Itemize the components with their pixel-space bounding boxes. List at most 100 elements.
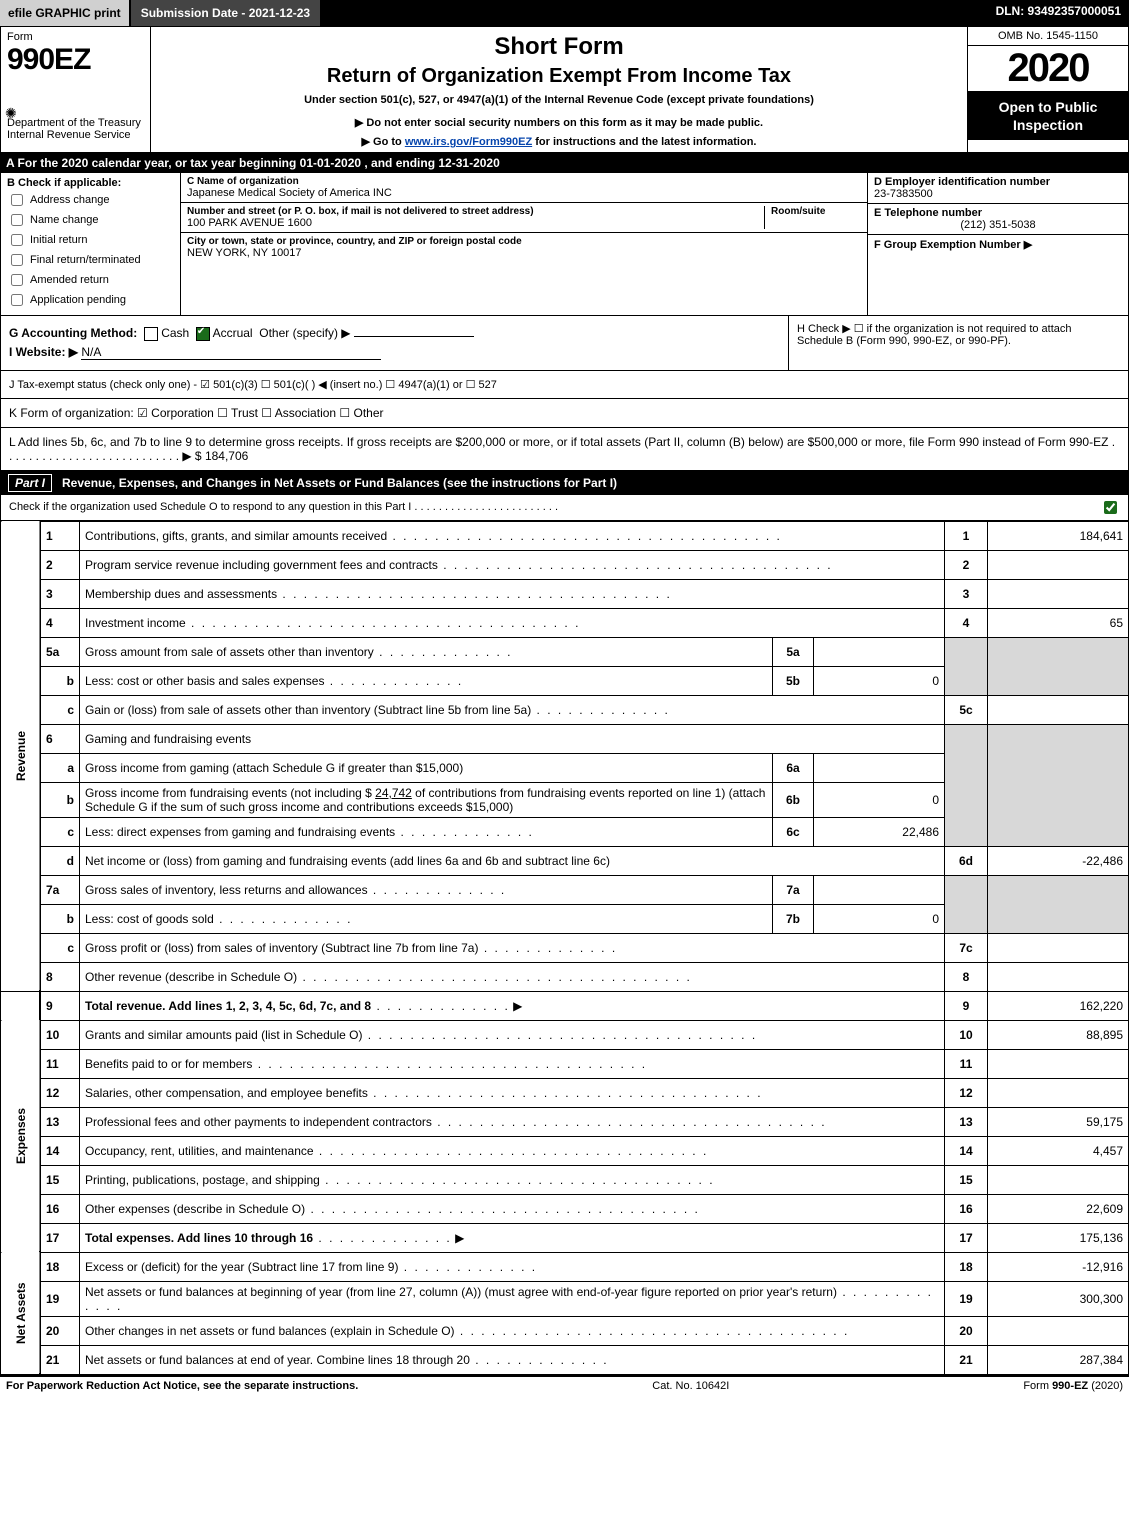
row6b-inval: 0 (814, 782, 945, 817)
footer-center: Cat. No. 10642I (652, 1380, 729, 1392)
chk-amended-return[interactable] (11, 274, 23, 286)
chk-name-change[interactable] (11, 214, 23, 226)
chk-schedule-o-used[interactable] (1104, 501, 1117, 514)
line-j: J Tax-exempt status (check only one) - ☑… (9, 378, 1120, 391)
row6d-val: -22,486 (988, 846, 1129, 875)
row13-val: 59,175 (988, 1107, 1129, 1136)
submission-date: Submission Date - 2021-12-23 (131, 0, 322, 26)
row15-rnum: 15 (945, 1165, 988, 1194)
irs-eagle-icon: ✺ (5, 105, 17, 122)
row13-rnum: 13 (945, 1107, 988, 1136)
chk-initial-return[interactable] (11, 234, 23, 246)
row16-num: 16 (40, 1194, 80, 1223)
part1-tag: Part I (8, 474, 52, 492)
chk-amended-return-label: Amended return (30, 274, 109, 286)
org-address: 100 PARK AVENUE 1600 (187, 217, 758, 229)
row14-desc: Occupancy, rent, utilities, and maintena… (85, 1144, 708, 1158)
chk-accrual[interactable] (196, 327, 210, 341)
ein-phone-block: D Employer identification number 23-7383… (868, 173, 1128, 315)
row18-num: 18 (40, 1252, 80, 1281)
row20-rnum: 20 (945, 1316, 988, 1345)
row18-rnum: 18 (945, 1252, 988, 1281)
row9-rnum: 9 (945, 991, 988, 1020)
row5a-inval (814, 637, 945, 666)
row7c-val (988, 933, 1129, 962)
chk-address-change[interactable] (11, 194, 23, 206)
row2-val (988, 550, 1129, 579)
chk-name-change-label: Name change (30, 214, 99, 226)
row6b-desc: Gross income from fundraising events (no… (80, 782, 773, 817)
form-header: Form 990EZ ✺ Department of the Treasury … (0, 26, 1129, 153)
row5c-val (988, 695, 1129, 724)
row11-desc: Benefits paid to or for members (85, 1057, 647, 1071)
chk-final-return[interactable] (11, 254, 23, 266)
row6d-num: d (40, 846, 80, 875)
row7c-desc: Gross profit or (loss) from sales of inv… (85, 941, 617, 955)
row15-val (988, 1165, 1129, 1194)
line-l: L Add lines 5b, 6c, and 7b to line 9 to … (9, 435, 1120, 463)
line-l-text: L Add lines 5b, 6c, and 7b to line 9 to … (9, 435, 1115, 463)
row5c-desc: Gain or (loss) from sale of assets other… (85, 703, 670, 717)
room-suite-label: Room/suite (771, 206, 861, 217)
under-section-text: Under section 501(c), 527, or 4947(a)(1)… (159, 94, 959, 106)
row5ab-shade-val (988, 637, 1129, 695)
line-l-amount: 184,706 (205, 449, 248, 463)
row4-num: 4 (40, 608, 80, 637)
row3-val (988, 579, 1129, 608)
row16-rnum: 16 (945, 1194, 988, 1223)
efile-print-button[interactable]: efile GRAPHIC print (0, 0, 131, 26)
row14-rnum: 14 (945, 1136, 988, 1165)
row6-num: 6 (40, 724, 80, 753)
footer-right: Form 990-EZ (2020) (1023, 1380, 1123, 1392)
row2-num: 2 (40, 550, 80, 579)
row20-val (988, 1316, 1129, 1345)
row20-num: 20 (40, 1316, 80, 1345)
row12-num: 12 (40, 1078, 80, 1107)
g-other-input[interactable] (354, 336, 474, 337)
website-value: N/A (81, 345, 381, 360)
chk-cash[interactable] (144, 327, 158, 341)
row17-rnum: 17 (945, 1223, 988, 1252)
row19-val: 300,300 (988, 1281, 1129, 1316)
jkl-block: J Tax-exempt status (check only one) - ☑… (0, 371, 1129, 399)
chk-application-pending[interactable] (11, 294, 23, 306)
row19-desc: Net assets or fund balances at beginning… (85, 1285, 837, 1299)
row3-num: 3 (40, 579, 80, 608)
row7a-innum: 7a (773, 875, 814, 904)
row19-num: 19 (40, 1281, 80, 1316)
row16-desc: Other expenses (describe in Schedule O) (85, 1202, 700, 1216)
check-if-applicable: B Check if applicable: Address change Na… (1, 173, 181, 315)
city-label: City or town, state or province, country… (187, 236, 861, 247)
row2-desc: Program service revenue including govern… (85, 558, 833, 572)
row11-num: 11 (40, 1049, 80, 1078)
sidelabel-expenses: Expenses (1, 1020, 41, 1252)
row4-desc: Investment income (85, 616, 580, 630)
row9-desc: Total revenue. Add lines 1, 2, 3, 4, 5c,… (85, 999, 371, 1013)
row14-num: 14 (40, 1136, 80, 1165)
row6a-desc: Gross income from gaming (attach Schedul… (80, 753, 773, 782)
row13-num: 13 (40, 1107, 80, 1136)
row7b-inval: 0 (814, 904, 945, 933)
row5c-rnum: 5c (945, 695, 988, 724)
part1-title: Revenue, Expenses, and Changes in Net As… (62, 476, 617, 490)
org-name-address: C Name of organization Japanese Medical … (181, 173, 868, 315)
row6-shade-val (988, 724, 1129, 846)
i-label: I Website: ▶ (9, 345, 78, 359)
part1-sub-text: Check if the organization used Schedule … (9, 501, 558, 513)
header-right: OMB No. 1545-1150 2020 Open to Public In… (968, 27, 1128, 152)
row20-desc: Other changes in net assets or fund bala… (85, 1324, 849, 1338)
page-footer: For Paperwork Reduction Act Notice, see … (0, 1375, 1129, 1395)
row14-val: 4,457 (988, 1136, 1129, 1165)
row1-rnum: 1 (945, 521, 988, 550)
part1-bar: Part I Revenue, Expenses, and Changes in… (0, 471, 1129, 495)
g-cash: Cash (161, 326, 189, 340)
row7a-inval (814, 875, 945, 904)
row6c-num: c (40, 817, 80, 846)
service-label: Internal Revenue Service (7, 129, 144, 141)
row2-rnum: 2 (945, 550, 988, 579)
instructions-link[interactable]: www.irs.gov/Form990EZ (405, 136, 532, 148)
row7b-innum: 7b (773, 904, 814, 933)
dln-label: DLN: 93492357000051 (988, 0, 1129, 26)
line-g: G Accounting Method: Cash Accrual Other … (9, 326, 780, 341)
row12-rnum: 12 (945, 1078, 988, 1107)
